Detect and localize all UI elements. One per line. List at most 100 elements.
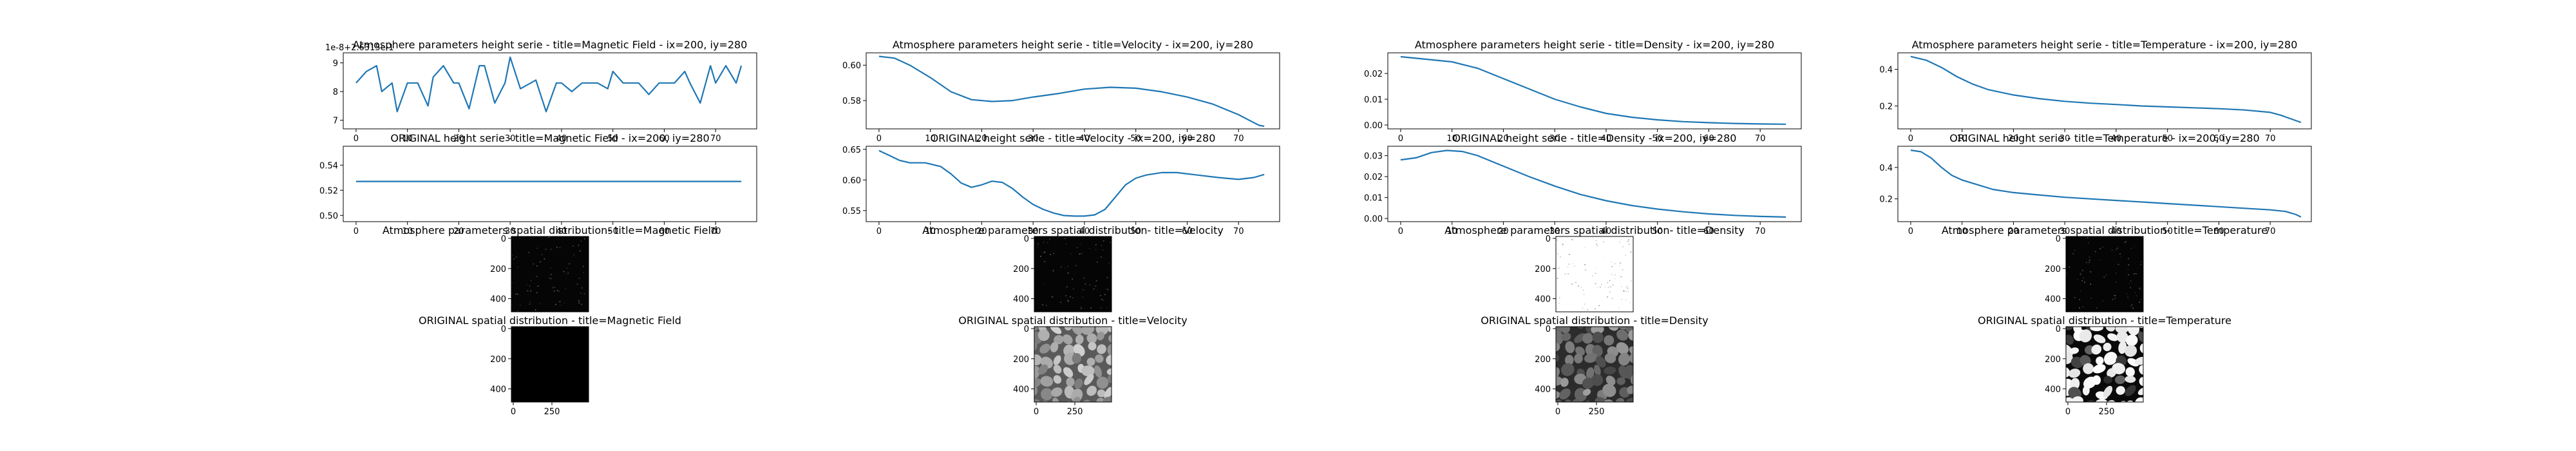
x-tick-label: 40 xyxy=(556,227,567,236)
image-speck xyxy=(1097,261,1098,263)
chart-title: Atmosphere parameters height serie - tit… xyxy=(1912,39,2298,51)
y-tick-label: 0.50 xyxy=(319,211,338,221)
image-speck xyxy=(2134,292,2136,294)
image-speck xyxy=(1601,283,1602,285)
chart-title: Atmosphere parameters height serie - tit… xyxy=(1415,39,1774,51)
image-speck xyxy=(551,278,553,280)
granule xyxy=(1052,398,1059,402)
image-speck xyxy=(2074,249,2076,251)
chart-title: ORIGINAL height serie - title=Temperatur… xyxy=(1949,132,2259,144)
image-speck xyxy=(2074,297,2076,298)
granule xyxy=(1618,352,1631,366)
image-speck xyxy=(583,293,585,294)
granule xyxy=(1594,365,1601,376)
image-speck xyxy=(2090,298,2092,299)
granule xyxy=(1063,367,1074,378)
image-speck xyxy=(1042,242,1044,244)
image-speck xyxy=(545,249,547,250)
image-speck xyxy=(2140,289,2142,291)
y-tick-label: 0.01 xyxy=(1364,95,1383,105)
image-speck xyxy=(2134,245,2135,247)
granule xyxy=(2118,341,2127,354)
image-title: Atmosphere parameters spatial distributi… xyxy=(1444,224,1745,236)
granulation-cells xyxy=(1556,327,1633,402)
image-speck xyxy=(2103,276,2105,278)
x-tick-label: 20 xyxy=(976,227,987,236)
x-tick-label: 60 xyxy=(1182,134,1193,144)
image-title: Atmosphere parameters spatial distributi… xyxy=(922,224,1224,236)
image-speck xyxy=(578,278,580,279)
x-tick-label: 40 xyxy=(1079,134,1090,144)
image-speck xyxy=(1614,263,1616,265)
image-speck xyxy=(1044,261,1045,262)
image-speck xyxy=(1110,242,1111,244)
image-speck xyxy=(1061,266,1062,268)
x-tick-label: 0 xyxy=(876,227,882,236)
granule xyxy=(1556,352,1559,363)
granule xyxy=(1051,387,1063,397)
image-frame xyxy=(1555,236,1634,312)
line-chart-magnetic_field-original: 0 10 20 30 40 50 60 70 0.50 0.52 0.54 ORIGINAL heig… xyxy=(319,132,757,236)
image-speck xyxy=(1583,294,1585,295)
image-speck xyxy=(1081,308,1082,309)
image-speck xyxy=(2120,256,2122,258)
granule xyxy=(1094,365,1102,378)
granule xyxy=(1604,366,1616,375)
granule xyxy=(1107,343,1112,356)
image-speck xyxy=(580,250,581,252)
x-tick-label: 10 xyxy=(925,227,936,236)
x-tick-label: 70 xyxy=(1233,134,1244,144)
image-x-tick-label: 0 xyxy=(511,407,516,417)
image-speck xyxy=(2069,266,2070,268)
granule xyxy=(2116,331,2128,343)
granule xyxy=(1625,398,1633,402)
image-speck xyxy=(1104,236,1106,238)
image-speck xyxy=(536,265,538,267)
image-speck xyxy=(1046,305,1047,306)
image-speck xyxy=(1627,291,1629,293)
granule xyxy=(1625,327,1633,334)
image-speck xyxy=(1629,302,1631,303)
series-line xyxy=(1910,149,2302,218)
image-speck xyxy=(511,282,513,283)
granule xyxy=(1556,376,1563,386)
image-speck xyxy=(2116,249,2117,251)
granule xyxy=(2125,367,2135,377)
image-y-tick-label: 0 xyxy=(1024,325,1029,334)
image-speck xyxy=(2111,249,2113,251)
image-speck xyxy=(580,240,582,242)
image-speck xyxy=(1072,297,1074,299)
x-tick-label: 10 xyxy=(925,134,936,144)
axes-frame xyxy=(866,146,1280,222)
granule xyxy=(1072,353,1082,364)
granule xyxy=(2090,327,2104,331)
image-speck xyxy=(1625,300,1627,301)
image-speck xyxy=(564,302,565,304)
granule xyxy=(1560,363,1575,376)
line-chart-density-original: 0 10 20 30 40 50 60 70 0.00 0.01 0.02 0.03 ORIGINAL … xyxy=(1364,132,1802,236)
x-tick-label: 40 xyxy=(556,134,567,144)
granule xyxy=(1041,388,1053,401)
image-speck xyxy=(515,293,516,295)
image-speck xyxy=(1582,289,1584,291)
image-y-tick-label: 400 xyxy=(490,295,506,305)
image-speck xyxy=(2136,273,2137,274)
image-speck xyxy=(1065,243,1067,245)
granule xyxy=(1582,378,1595,389)
x-tick-label: 60 xyxy=(659,134,670,144)
granule xyxy=(2125,334,2138,347)
image-speck xyxy=(2131,304,2133,305)
image-y-tick-label: 0 xyxy=(1546,325,1551,334)
x-tick-label: 30 xyxy=(505,227,516,236)
image-speck xyxy=(1621,285,1622,287)
image-speck xyxy=(533,263,535,265)
granule xyxy=(1560,327,1570,334)
image-x-tick-label: 250 xyxy=(2099,407,2115,417)
granule xyxy=(2103,376,2112,384)
x-tick-label: 40 xyxy=(1601,227,1612,236)
y-tick-label: 0.4 xyxy=(1879,164,1893,173)
image-speck xyxy=(1595,240,1597,242)
image-panel-density-atmosphere: 0 200 400 Atmosphere parameters spatial dis… xyxy=(1444,224,1745,312)
image-speck xyxy=(1100,294,1101,296)
image-speck xyxy=(2099,248,2101,249)
